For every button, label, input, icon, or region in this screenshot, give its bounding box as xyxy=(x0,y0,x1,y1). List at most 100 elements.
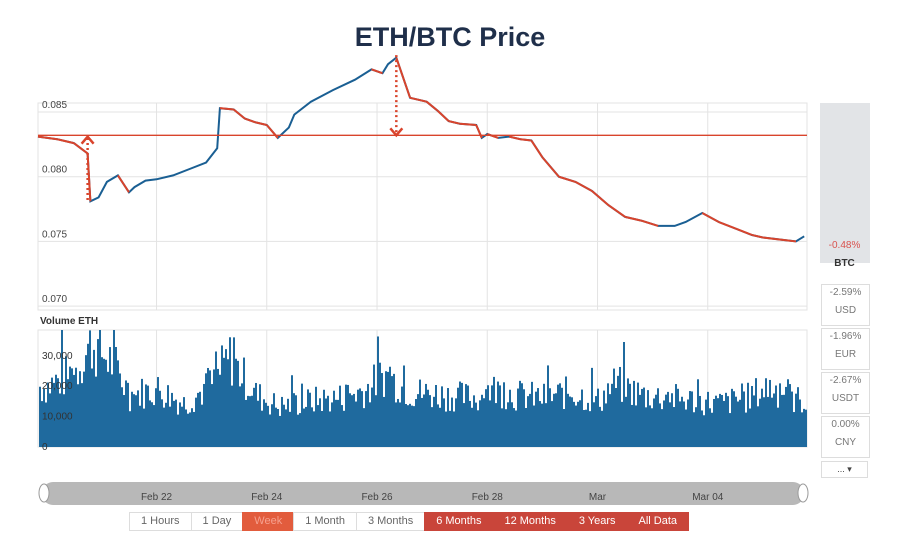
volume-bar xyxy=(161,399,163,447)
volume-bar xyxy=(625,396,627,447)
volume-bar xyxy=(715,395,717,447)
volume-bar xyxy=(689,391,691,447)
price-down-segment xyxy=(624,215,642,222)
x-tick-label: Mar 04 xyxy=(692,492,724,503)
range-week-button[interactable]: Week xyxy=(242,512,295,531)
volume-bar xyxy=(639,394,641,447)
range-1-month-button[interactable]: 1 Month xyxy=(293,512,357,531)
volume-bar xyxy=(387,371,389,447)
volume-bar xyxy=(311,407,313,447)
volume-bar xyxy=(393,373,395,447)
volume-bar xyxy=(199,391,201,447)
volume-bar xyxy=(603,390,605,447)
volume-bar xyxy=(787,379,789,447)
volume-bar xyxy=(631,404,633,447)
volume-bar xyxy=(799,399,801,447)
volume-bar xyxy=(521,383,523,447)
volume-bar xyxy=(735,396,737,447)
volume-bar xyxy=(341,405,343,447)
volume-bar xyxy=(371,387,373,447)
volume-bar xyxy=(285,409,287,447)
volume-bar xyxy=(179,402,181,447)
volume-bar xyxy=(485,389,487,447)
price-down-segment xyxy=(37,135,58,141)
volume-bar xyxy=(151,402,153,447)
price-down-segment xyxy=(57,138,75,145)
volume-bar xyxy=(531,381,533,447)
more-currencies-dropdown[interactable]: ... ▾ xyxy=(821,461,868,478)
volume-bar xyxy=(681,396,683,447)
volume-bar xyxy=(367,383,369,447)
volume-bar xyxy=(523,389,525,447)
currency-cny[interactable]: 0.00% CNY xyxy=(821,416,870,458)
currency-pct: 0.00% xyxy=(831,419,860,430)
scrollbar-left-handle[interactable] xyxy=(38,483,50,503)
volume-bar xyxy=(417,394,419,447)
volume-bar xyxy=(533,405,535,447)
volume-bar xyxy=(227,359,229,447)
x-tick-label: Feb 26 xyxy=(361,492,393,503)
volume-bar xyxy=(317,405,319,447)
volume-bar xyxy=(411,405,413,447)
range-3-years-button[interactable]: 3 Years xyxy=(566,512,628,531)
volume-bar xyxy=(467,385,469,447)
volume-bar xyxy=(403,365,405,447)
volume-bar xyxy=(131,391,133,447)
range-1-day-button[interactable]: 1 Day xyxy=(190,512,244,531)
volume-bar xyxy=(219,374,221,447)
volume-bar xyxy=(493,376,495,447)
volume-bar xyxy=(457,387,459,447)
volume-bar xyxy=(211,384,213,447)
currency-btc[interactable]: -0.48% BTC xyxy=(821,240,868,269)
volume-bar xyxy=(93,349,95,447)
volume-bar xyxy=(539,401,541,447)
range-3-months-button[interactable]: 3 Months xyxy=(355,512,426,531)
volume-bar xyxy=(795,393,797,447)
volume-bar xyxy=(173,400,175,447)
volume-bar xyxy=(669,402,671,447)
currency-usdt[interactable]: -2.67% USDT xyxy=(821,372,870,414)
volume-bar xyxy=(551,401,553,447)
volume-bar xyxy=(763,397,765,447)
volume-bar xyxy=(481,394,483,447)
volume-bar xyxy=(405,404,407,447)
volume-bar xyxy=(129,411,131,447)
y-tick-label: 0.070 xyxy=(42,294,67,305)
volume-bar xyxy=(765,378,767,447)
currency-usd[interactable]: -2.59% USD xyxy=(821,284,870,326)
volume-bar xyxy=(109,347,111,447)
volume-bar xyxy=(145,384,147,447)
price-down-segment xyxy=(117,174,130,193)
volume-bar xyxy=(745,412,747,447)
range-1-hours-button[interactable]: 1 Hours xyxy=(129,512,192,531)
volume-bar xyxy=(249,396,251,447)
scrollbar-right-handle[interactable] xyxy=(797,483,809,503)
volume-bar xyxy=(567,393,569,447)
volume-bar xyxy=(495,403,497,447)
range-12-months-button[interactable]: 12 Months xyxy=(492,512,568,531)
volume-bar xyxy=(415,399,417,447)
volume-bar xyxy=(779,383,781,447)
volume-bar xyxy=(307,389,309,447)
volume-bar xyxy=(315,386,317,447)
volume-bar xyxy=(265,402,267,447)
range-6-months-button[interactable]: 6 Months xyxy=(424,512,494,531)
volume-bar xyxy=(461,382,463,447)
volume-bar xyxy=(777,407,779,447)
volume-bar xyxy=(143,408,145,447)
volume-bar xyxy=(283,404,285,447)
volume-bar xyxy=(661,409,663,447)
volume-bar xyxy=(527,396,529,447)
volume-bar xyxy=(87,343,89,447)
volume-bar xyxy=(573,401,575,447)
volume-bar xyxy=(251,395,253,447)
range-scrollbar-track[interactable] xyxy=(42,482,804,505)
currency-eur[interactable]: -1.96% EUR xyxy=(821,328,870,370)
volume-bar xyxy=(183,397,185,447)
volume-bar xyxy=(177,414,179,447)
volume-bar xyxy=(89,330,91,447)
price-down-segment xyxy=(701,212,720,223)
volume-bar xyxy=(185,409,187,447)
range-all-data-button[interactable]: All Data xyxy=(626,512,690,531)
